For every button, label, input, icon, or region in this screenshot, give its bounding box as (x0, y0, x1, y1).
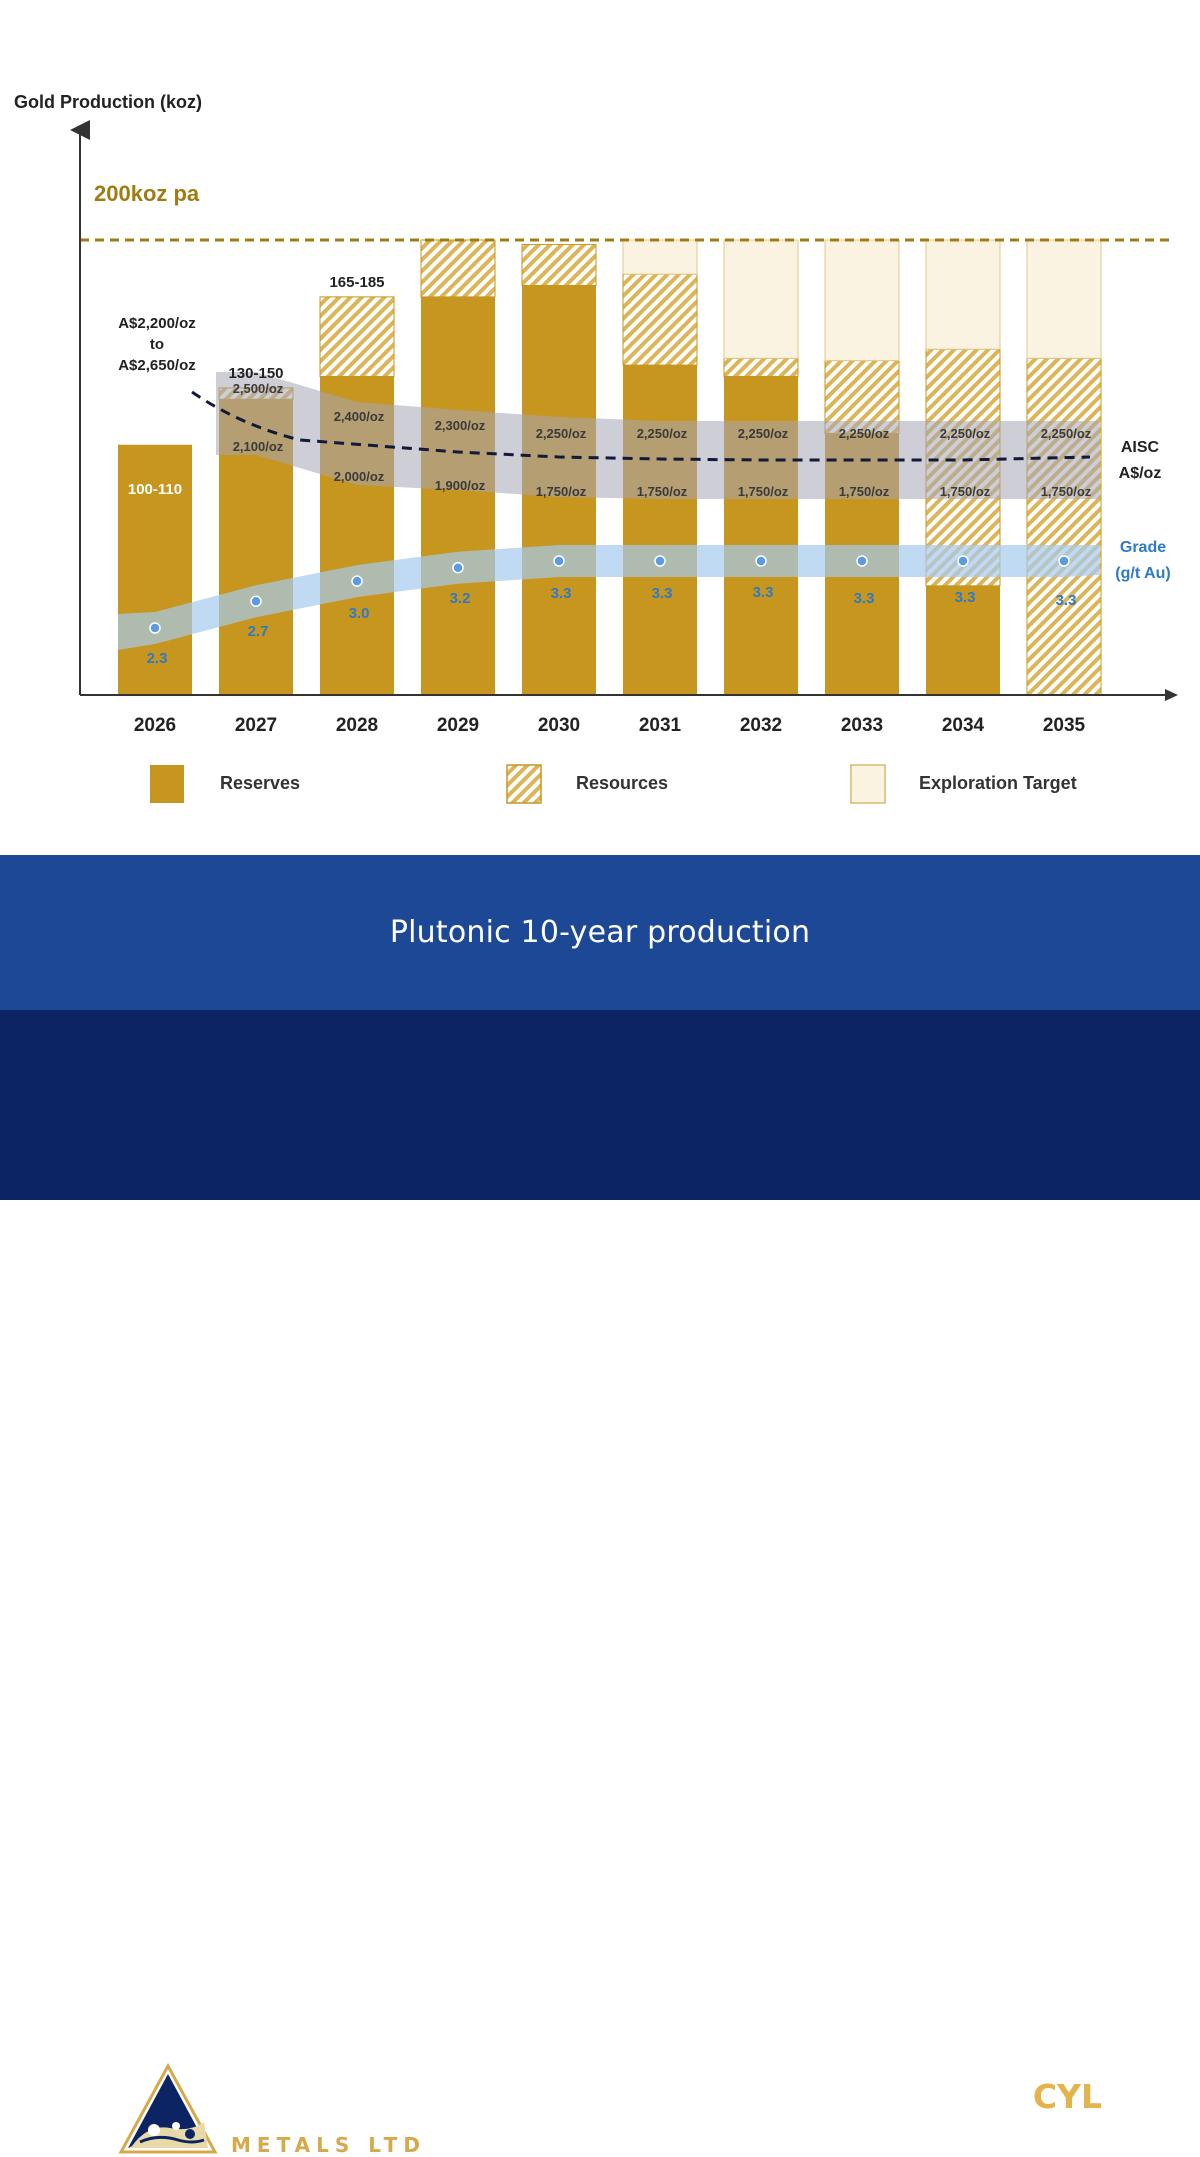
grade-label-2031: 3.3 (652, 585, 673, 602)
x-tick-label-2030: 2030 (538, 715, 580, 736)
grade-point-2032 (755, 555, 767, 567)
bar-resources-2032 (723, 357, 799, 377)
aisc-upper-label-2031: 2,250/oz (637, 426, 688, 441)
bar-reserves-2029 (421, 296, 495, 695)
legend-label-2: Exploration Target (919, 773, 1077, 793)
bar-resources-2031 (622, 273, 698, 366)
x-tick-label-2035: 2035 (1043, 715, 1086, 736)
range-label-2028: 165-185 (329, 274, 384, 291)
ticker-symbol: ASX:CYL (956, 2080, 1102, 2113)
chart-area: 200koz pa 100-110 130-150 165-185 2,500/oz 2,… (0, 0, 1200, 855)
aisc-initial-label-0: A$2,200/oz (118, 315, 196, 332)
bar-resources-2035 (1026, 357, 1102, 696)
aisc-lower-label-2029: 1,900/oz (435, 478, 486, 493)
legend-swatch-1 (506, 764, 542, 804)
ticker-code: CYL (1032, 2077, 1102, 2116)
aisc-upper-label-2033: 2,250/oz (839, 426, 890, 441)
aisc-upper-label-2034: 2,250/oz (940, 426, 991, 441)
grade-label-2026: 2.3 (147, 650, 168, 667)
x-tick-label-2034: 2034 (942, 715, 985, 736)
target-line-label: 200koz pa (94, 181, 200, 206)
grade-axis-label: Grade (1120, 539, 1166, 556)
bar-reserves-2031 (623, 365, 697, 695)
grade-label-2029: 3.2 (450, 590, 471, 607)
aisc-initial-label-2: A$2,650/oz (118, 357, 196, 374)
aisc-upper-label-2029: 2,300/oz (435, 418, 486, 433)
grade-point-2027 (250, 595, 262, 607)
grade-point-2031 (654, 555, 666, 567)
aisc-upper-label-2035: 2,250/oz (1041, 426, 1092, 441)
website-link[interactable]: catalystmetals.com.au (852, 2126, 1102, 2151)
x-tick-label-2032: 2032 (740, 715, 782, 736)
aisc-lower-label-2030: 1,750/oz (536, 484, 587, 499)
aisc-lower-label-2027: 2,100/oz (233, 439, 284, 454)
aisc-lower-label-2031: 1,750/oz (637, 484, 688, 499)
aisc-lower-label-2035: 1,750/oz (1041, 484, 1092, 499)
grade-point-2030 (553, 555, 565, 567)
caption-title: Plutonic 10-year production (389, 915, 811, 950)
legend-label-0: Reserves (220, 773, 300, 793)
bar-exploration-2032 (723, 239, 799, 359)
bar-reserves-2034 (926, 585, 1000, 695)
grade-point-2029 (452, 561, 464, 574)
aisc-lower-label-2033: 1,750/oz (839, 484, 890, 499)
grade-label-2033: 3.3 (854, 590, 875, 607)
legend-swatch-0 (150, 765, 184, 803)
bar-exploration-2035 (1026, 239, 1102, 359)
aisc-upper-label-2027: 2,500/oz (233, 381, 284, 396)
grade-point-2034 (957, 555, 969, 567)
brand-subtitle: METALS LTD (231, 2133, 426, 2157)
x-axis-arrow-icon (1165, 689, 1178, 701)
aisc-band (216, 372, 1100, 499)
grade-label-2035: 3.3 (1056, 592, 1077, 609)
grade-point-2033 (856, 555, 868, 567)
grade-point-2026 (149, 622, 161, 634)
grade-band (118, 545, 1100, 650)
aisc-curve (191, 390, 1091, 462)
bar-exploration-2031 (622, 239, 698, 275)
grade-label-2034: 3.3 (955, 589, 976, 606)
grade-label-2027: 2.7 (248, 623, 269, 640)
x-tick-label-2029: 2029 (437, 715, 479, 736)
grade-label-2028: 3.0 (349, 605, 370, 622)
legend-label-1: Resources (576, 773, 668, 793)
ticker-prefix: ASX: (955, 2077, 1033, 2116)
bar-exploration-2034 (925, 239, 1001, 350)
bar-reserves-2026 (118, 444, 192, 695)
x-tick-label-2026: 2026 (134, 715, 176, 736)
aisc-axis-label: AISC (1121, 439, 1160, 456)
production-chart: 200koz pa 100-110 130-150 165-185 2,500/oz 2,… (14, 92, 1178, 804)
bar-resources-2029 (420, 239, 496, 298)
brand-name: catalyst (228, 2091, 424, 2137)
bar-resources-2030 (521, 244, 597, 287)
catalyst-logo-icon (118, 2062, 218, 2154)
y-axis-title: Gold Production (koz) (14, 92, 202, 112)
grade-label-2032: 3.3 (753, 584, 774, 601)
aisc-initial-label-1: to (150, 336, 164, 353)
bar-resources-2028 (319, 296, 395, 377)
aisc-lower-label-2032: 1,750/oz (738, 484, 789, 499)
aisc-upper-label-2030: 2,250/oz (536, 426, 587, 441)
grade-point-2035 (1058, 555, 1070, 567)
grade-point-2028 (351, 575, 363, 587)
legend-swatch-2 (850, 764, 886, 804)
x-tick-label-2027: 2027 (235, 715, 277, 736)
x-tick-label-2031: 2031 (639, 715, 682, 736)
aisc-lower-label-2034: 1,750/oz (940, 484, 991, 499)
aisc-upper-label-2028: 2,400/oz (334, 409, 385, 424)
bar-exploration-2033 (824, 239, 900, 362)
aisc-unit-label: A$/oz (1119, 465, 1162, 482)
aisc-lower-label-2028: 2,000/oz (334, 469, 385, 484)
caption-band: Plutonic 10-year production (0, 855, 1200, 1010)
footer-band: catalyst METALS LTD ASX:CYL catalystmeta… (0, 1010, 1200, 2155)
aisc-upper-label-2032: 2,250/oz (738, 426, 789, 441)
x-tick-label-2033: 2033 (841, 715, 883, 736)
grade-label-2030: 3.3 (551, 585, 572, 602)
grade-unit-label: (g/t Au) (1115, 565, 1170, 582)
range-label-2027: 130-150 (228, 365, 283, 382)
x-tick-label-2028: 2028 (336, 715, 378, 736)
range-label-2026: 100-110 (128, 481, 182, 498)
